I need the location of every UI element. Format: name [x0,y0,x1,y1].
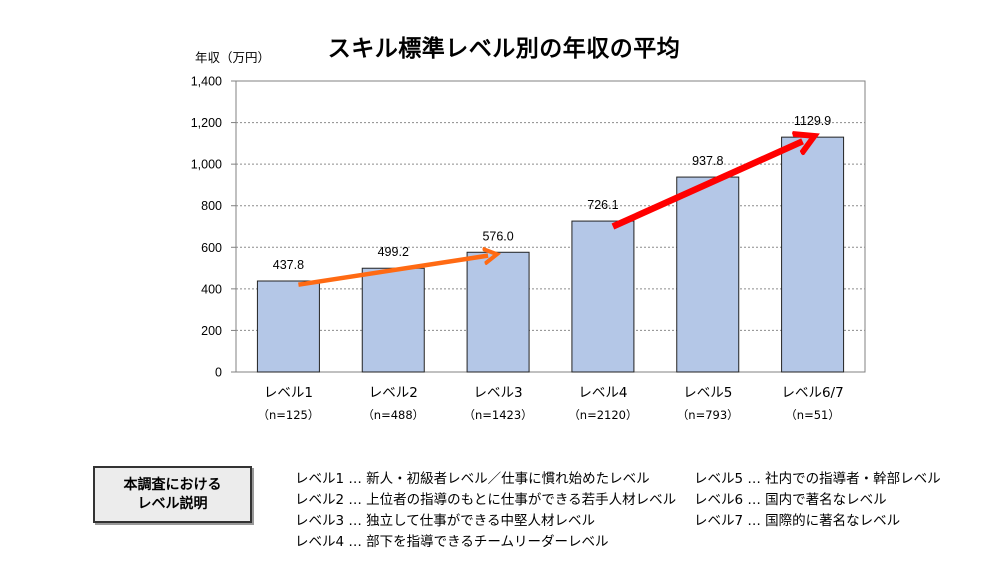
level-description: レベル6 … 国内で著名なレベル [694,492,887,508]
level-description: レベル2 … 上位者の指導のもとに仕事ができる若手人材レベル [295,492,677,508]
sample-size-label: （n=793） [677,408,739,422]
y-tick-label: 0 [215,366,222,380]
bar [676,176,740,373]
trend-arrow [611,141,803,230]
sample-size-label: （n=1423） [463,408,532,422]
sample-size-label: （n=2120） [568,408,637,422]
level-description: レベル3 … 独立して仕事ができる中堅人材レベル [295,513,595,529]
x-tick-label: レベル4 [578,385,627,401]
sample-size-label: （n=488） [362,408,424,422]
level-description: レベル5 … 社内での指導者・幹部レベル [694,471,941,487]
trend-arrow [298,256,488,287]
legend-box-line1: 本調査における [123,476,222,493]
level-description: レベル4 … 部下を指導できるチームリーダーレベル [295,534,609,550]
bar [256,280,320,373]
y-tick-label: 1,400 [191,75,222,89]
bar [571,220,635,373]
y-tick-label: 400 [201,282,222,296]
value-label: 937.8 [692,154,723,168]
value-label: 499.2 [378,245,409,259]
level-descriptions-right: レベル5 … 社内での指導者・幹部レベル レベル6 … 国内で著名なレベル レベ… [694,469,941,532]
x-tick-label: レベル2 [369,385,418,401]
x-tick-label: レベル6/7 [781,385,843,401]
bar [781,136,845,373]
bar [466,251,530,373]
plot-area [235,80,866,373]
level-descriptions-left: レベル1 … 新人・初級者レベル／仕事に慣れ始めたレベル レベル2 … 上位者の… [295,469,676,553]
x-tick-label: レベル1 [264,385,313,401]
bar [361,267,425,373]
x-tick-label: レベル5 [683,385,732,401]
y-tick-label: 200 [201,324,222,338]
y-axis-label: 年収（万円） [195,50,270,65]
value-label: 726.1 [587,198,618,212]
value-label: 437.8 [273,258,304,272]
level-description: レベル1 … 新人・初級者レベル／仕事に慣れ始めたレベル [295,471,650,487]
value-label: 576.0 [482,229,513,243]
y-tick-label: 1,200 [191,116,222,130]
level-description-box: 本調査における レベル説明 [93,466,252,523]
x-tick-label: レベル3 [474,385,523,401]
y-tick-label: 1,000 [191,158,222,172]
sample-size-label: （n=51） [785,408,840,422]
value-label: 1129.9 [794,114,831,128]
y-tick-label: 600 [201,241,222,255]
level-description: レベル7 … 国際的に著名なレベル [694,513,901,529]
y-tick-label: 800 [201,199,222,213]
legend-box-line2: レベル説明 [137,495,208,512]
chart-title: スキル標準レベル別の年収の平均 [327,36,681,62]
sample-size-label: （n=125） [257,408,319,422]
